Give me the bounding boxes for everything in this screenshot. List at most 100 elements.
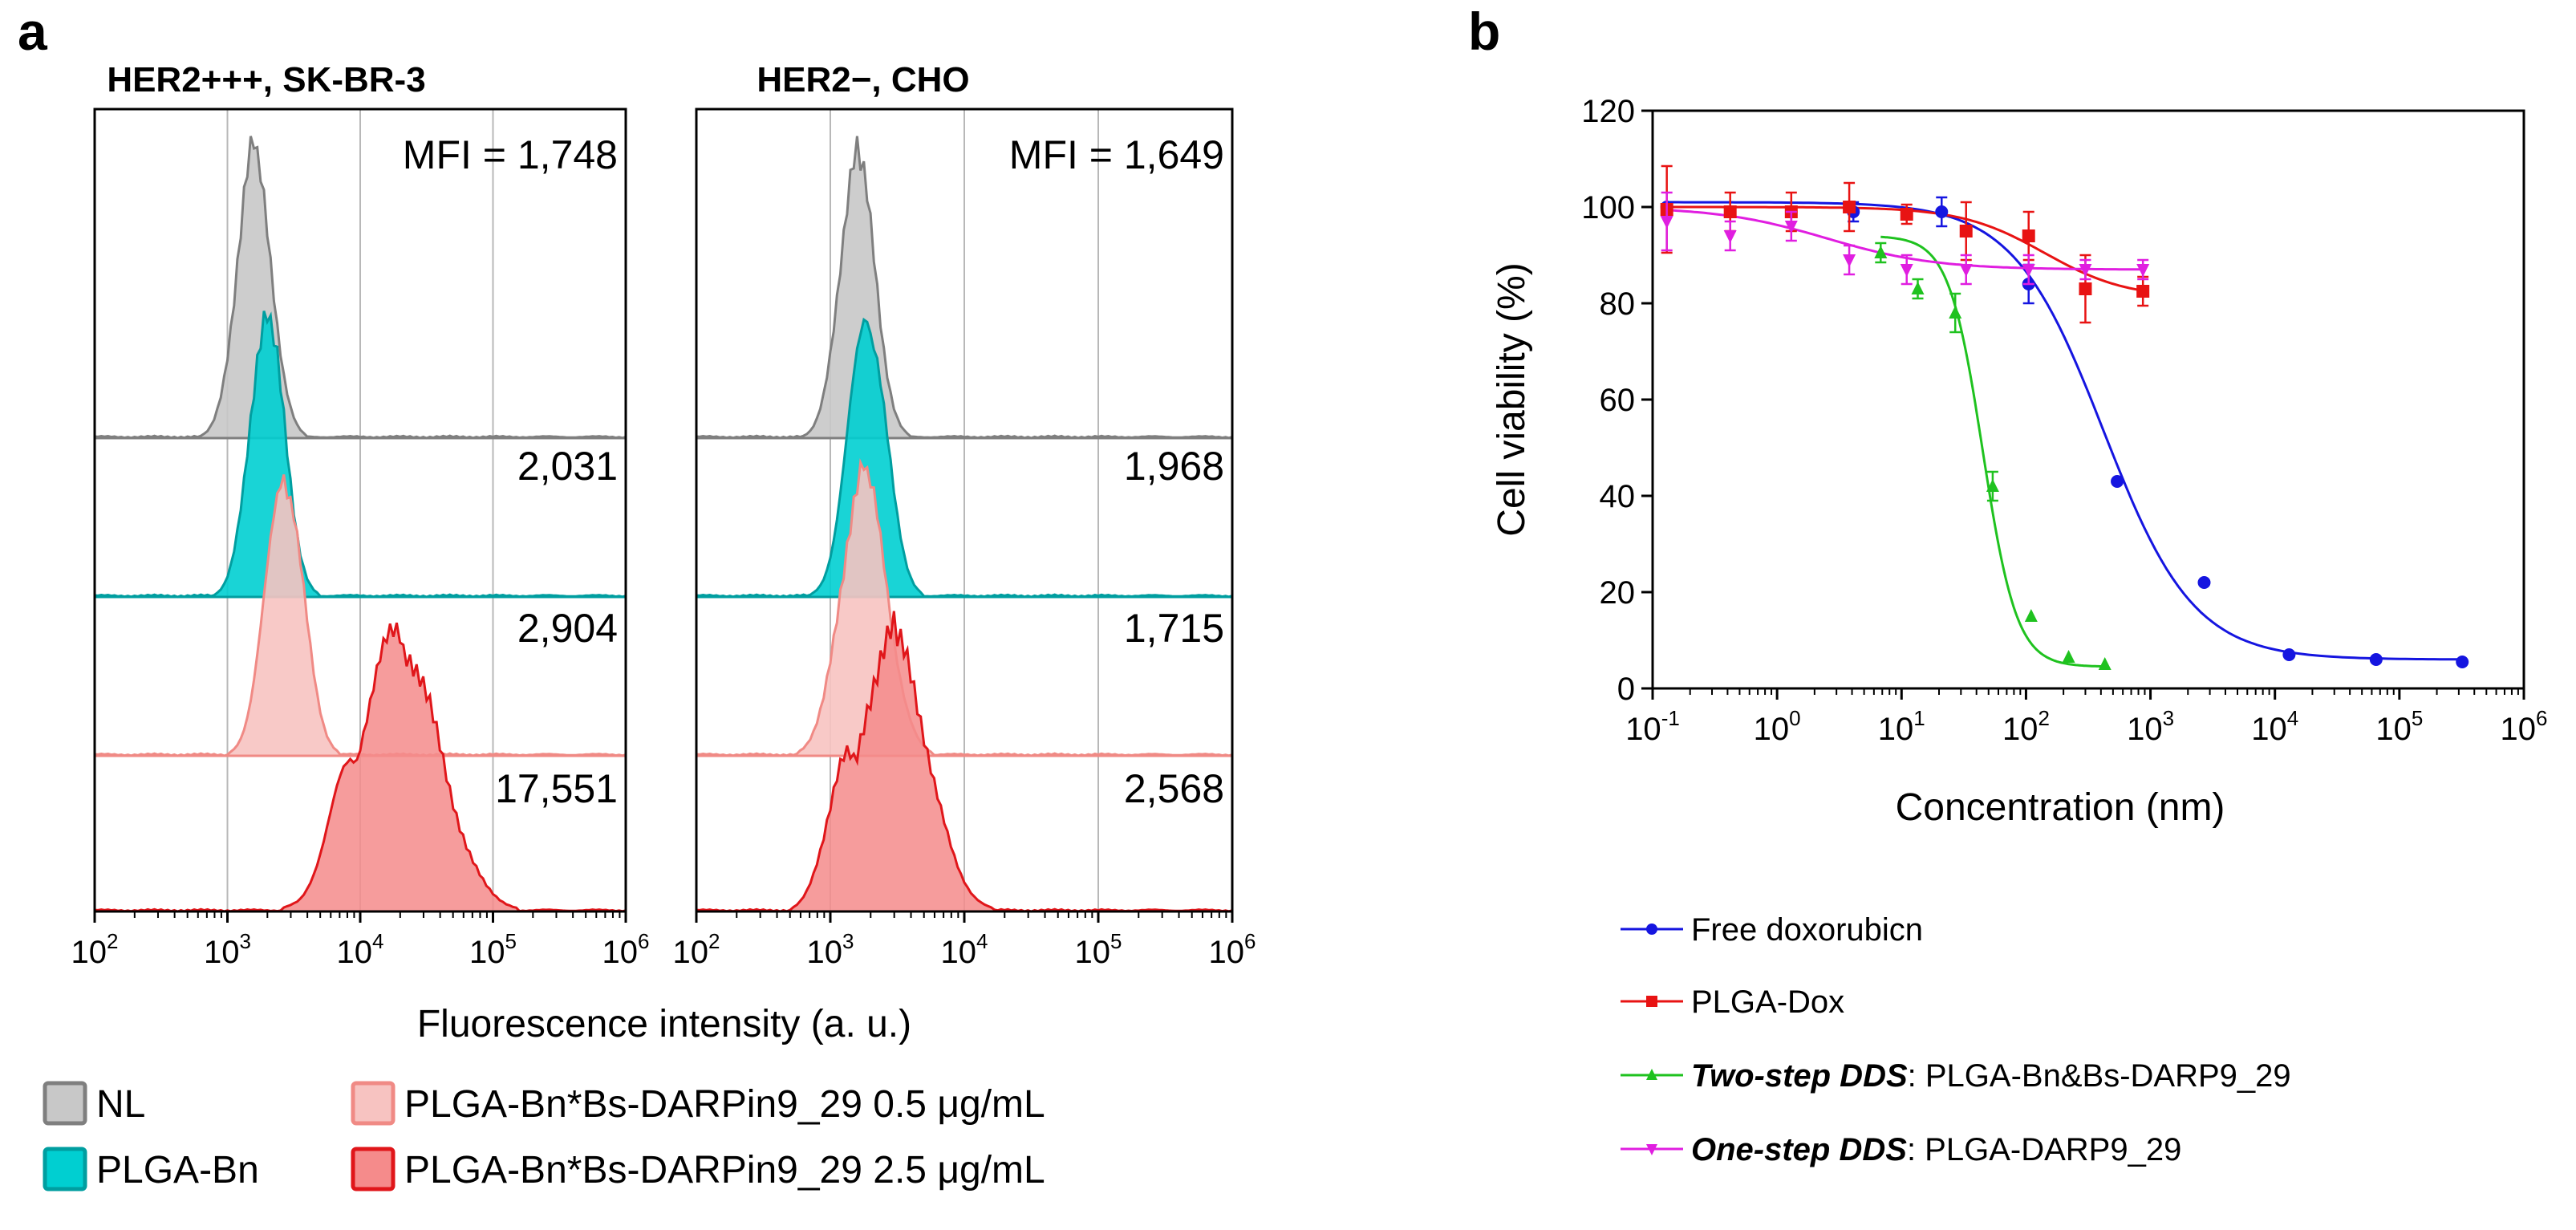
data-point [1959, 264, 1973, 277]
histogram-mfi-labels: MFI = 1,649 1,968 1,715 2,568 [1009, 132, 1224, 811]
histogram-sk-br-3: HER2+++, SK-BR-3 MFI = 1,748 2,031 2,904 17… [71, 60, 650, 970]
mfi-value: 2,568 [1124, 766, 1224, 811]
legend-swatch [43, 1081, 87, 1126]
data-point [2136, 285, 2150, 298]
y-tick-label: 80 [1600, 286, 1636, 322]
data-point [2136, 264, 2150, 277]
x-tick-label: 105 [2375, 706, 2423, 747]
legend-item: Two-step DDS: PLGA-Bn&Bs-DARP9_29 [1621, 1058, 2291, 1094]
x-tick-label: 106 [602, 929, 650, 970]
mfi-value: MFI = 1,649 [1009, 132, 1224, 177]
legend-marker [1646, 996, 1657, 1007]
data-point [2369, 653, 2383, 666]
x-tick-label: 103 [2127, 706, 2174, 747]
data-point [2079, 264, 2092, 277]
mfi-value: MFI = 1,748 [403, 132, 618, 177]
y-tick-label: 100 [1581, 190, 1635, 225]
legend-label: PLGA-Dox [1691, 984, 1844, 1020]
data-point [2062, 650, 2075, 663]
histogram-x-ticks: 102 103 104 105 106 [71, 911, 650, 970]
histogram-gridlines [830, 109, 1099, 911]
legend-item: PLGA-Bn [43, 1147, 259, 1191]
viability-x-ticks: 10-1 100 101 102 103 104 105 106 [1625, 688, 2547, 747]
panel-a-legend: NL PLGA-Bn PLGA-Bn*Bs-DARPin9_29 0.5 μg/mL… [43, 1081, 1045, 1191]
legend-item: Free doxorubicn [1621, 912, 1923, 948]
x-tick-label: 102 [673, 929, 720, 970]
histogram-curve-2 [695, 317, 1234, 599]
histogram-curve-1 [93, 136, 627, 440]
data-point [2079, 282, 2092, 295]
histogram-curve-1 [695, 136, 1234, 440]
legend-label: PLGA-Bn [96, 1149, 259, 1191]
data-point [1723, 205, 1737, 218]
mfi-value: 17,551 [495, 766, 618, 811]
y-tick-label: 120 [1581, 94, 1635, 129]
data-point [1900, 208, 1913, 221]
data-point [1959, 225, 1973, 237]
legend-label: PLGA-Bn*Bs-DARPin9_29 0.5 μg/mL [404, 1083, 1045, 1126]
panel-a-x-axis-title: Fluorescence intensity (a. u.) [417, 1003, 911, 1045]
panel-b-letter: b [1468, 2, 1500, 61]
x-tick-label: 106 [2501, 706, 2548, 747]
legend-label: Free doxorubicn [1691, 912, 1923, 948]
mfi-value: 2,904 [517, 606, 618, 651]
viability-x-axis-title: Concentration (nm) [1896, 786, 2225, 829]
data-point [1843, 201, 1856, 213]
legend-label: NL [96, 1083, 145, 1126]
x-tick-label: 105 [1075, 929, 1122, 970]
legend-swatch [351, 1147, 396, 1191]
data-point [2456, 656, 2469, 668]
y-tick-label: 20 [1600, 575, 1636, 611]
legend-item: PLGA-Bn*Bs-DARPin9_29 0.5 μg/mL [351, 1081, 1045, 1126]
x-tick-label: 100 [1754, 706, 1801, 747]
legend-label: Two-step DDS: PLGA-Bn&Bs-DARP9_29 [1691, 1058, 2291, 1094]
fit-curve-4 [1666, 209, 2144, 271]
legend-item: One-step DDS: PLGA-DARP9_29 [1621, 1132, 2181, 1167]
data-point [2022, 229, 2035, 242]
x-tick-label: 101 [1878, 706, 1925, 747]
y-tick-label: 0 [1617, 672, 1635, 707]
histogram-curves [93, 136, 627, 913]
histogram-cho: HER2−, CHO MFI = 1,649 1,968 1,715 2,568 10… [673, 60, 1256, 970]
data-point [1949, 306, 1962, 319]
data-point [2098, 657, 2112, 670]
mfi-value: 1,968 [1124, 444, 1224, 489]
viability-y-axis-title: Cell viability (%) [1491, 262, 1533, 536]
data-point [1723, 230, 1737, 243]
panel-b-legend: Free doxorubicn PLGA-Dox Two-step DDS: PLG… [1621, 912, 2291, 1167]
data-point [2197, 576, 2211, 589]
x-tick-label: 103 [807, 929, 854, 970]
data-point [1843, 254, 1856, 267]
mfi-value: 1,715 [1124, 606, 1224, 651]
data-point [2022, 264, 2035, 277]
x-tick-label: 104 [941, 929, 988, 970]
data-point [1986, 479, 1999, 492]
histogram-curves [695, 136, 1234, 913]
x-tick-label: 10-1 [1625, 706, 1680, 747]
x-tick-label: 104 [2251, 706, 2298, 747]
legend-marker [1646, 924, 1657, 935]
viability-frame [1651, 109, 2525, 690]
viability-fit-curves [1666, 201, 2463, 668]
data-point [2024, 609, 2038, 622]
data-point [1660, 216, 1673, 229]
data-point [1900, 264, 1913, 277]
x-tick-label: 104 [337, 929, 384, 970]
x-tick-label: 102 [2002, 706, 2050, 747]
x-tick-label: 106 [1209, 929, 1256, 970]
legend-label: One-step DDS: PLGA-DARP9_29 [1691, 1132, 2181, 1167]
y-tick-label: 60 [1600, 383, 1636, 418]
x-tick-label: 103 [204, 929, 251, 970]
histogram-curve-3 [695, 457, 1234, 757]
histogram-mfi-labels: MFI = 1,748 2,031 2,904 17,551 [403, 132, 618, 811]
y-tick-label: 40 [1600, 479, 1636, 514]
data-point [1874, 246, 1888, 258]
data-point [2282, 648, 2296, 661]
legend-item: PLGA-Bn*Bs-DARPin9_29 2.5 μg/mL [351, 1147, 1045, 1191]
legend-marker [1646, 1144, 1657, 1155]
viability-data-points [1660, 164, 2469, 670]
data-point [1911, 282, 1925, 294]
panel-a-letter: a [18, 2, 48, 61]
